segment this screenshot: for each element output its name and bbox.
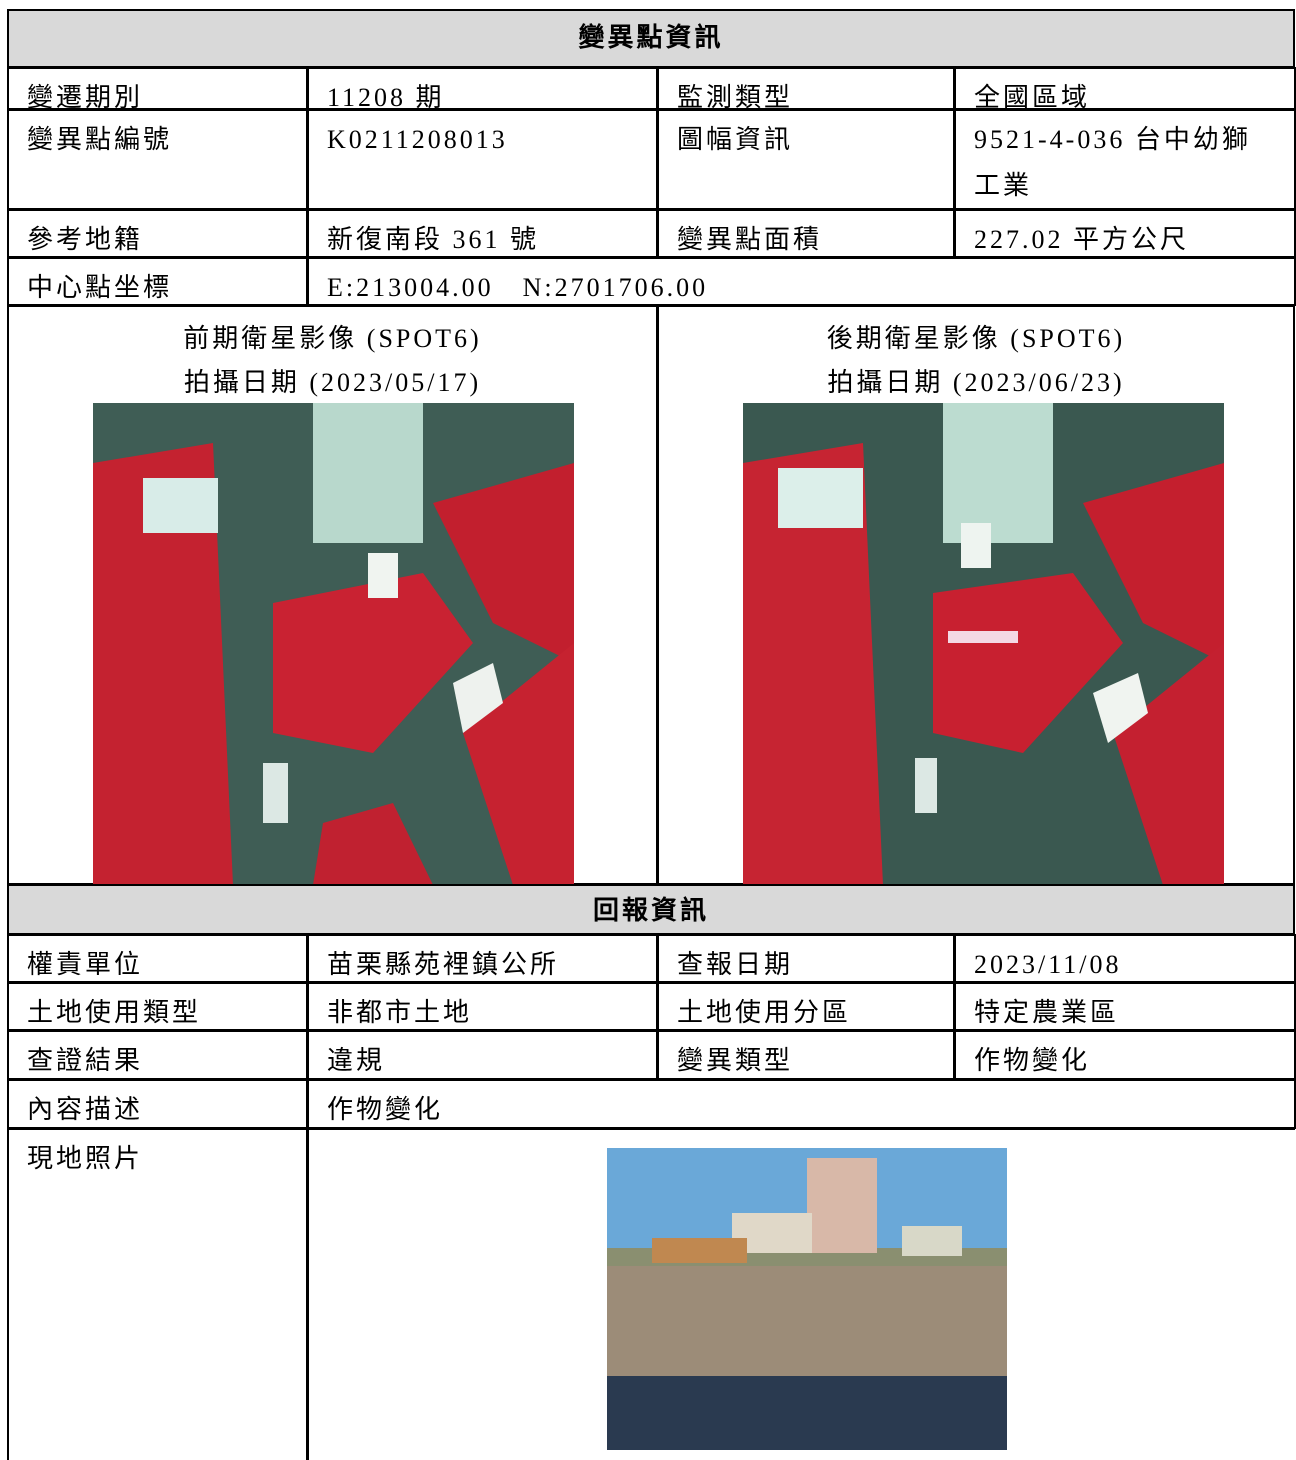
image-date: 拍攝日期 (2023/06/23)	[827, 368, 1125, 397]
site-photo	[607, 1148, 1007, 1450]
image-title: 後期衛星影像 (SPOT6)	[826, 324, 1126, 353]
value-cell: 作物變化	[954, 1030, 1296, 1080]
image-cell: 後期衛星影像 (SPOT6) 拍攝日期 (2023/06/23)	[657, 305, 1295, 885]
value-cell: 2023/11/08	[954, 934, 1296, 983]
label-cell: 內容描述	[7, 1079, 308, 1129]
label-cell: 變異類型	[657, 1030, 955, 1080]
label-cell: 中心點坐標	[7, 257, 308, 306]
value-cell: E:213004.00 N:2701706.00	[307, 257, 1296, 306]
label-cell: 參考地籍	[7, 209, 308, 258]
value-cell: 苗栗縣苑裡鎮公所	[307, 934, 658, 983]
value-cell: 違規	[307, 1030, 658, 1080]
value-cell: 227.02 平方公尺	[954, 209, 1296, 258]
value-cell: 新復南段 361 號	[307, 209, 658, 258]
value-cell: 非都市土地	[307, 982, 658, 1031]
image-date: 拍攝日期 (2023/05/17)	[183, 368, 482, 397]
label-cell: 土地使用類型	[7, 982, 308, 1031]
value-cell: 作物變化	[307, 1079, 1296, 1129]
label-cell: 變遷期別	[7, 67, 308, 112]
value-cell: 特定農業區	[954, 982, 1296, 1031]
label-cell: 變異點面積	[657, 209, 955, 258]
label-cell: 圖幅資訊	[657, 109, 955, 210]
section-header: 變異點資訊	[7, 9, 1295, 68]
label-cell: 變異點編號	[7, 109, 308, 210]
value-cell: 9521-4-036 台中幼獅工業	[954, 109, 1296, 210]
image-title: 前期衛星影像 (SPOT6)	[183, 324, 482, 353]
label-cell: 權責單位	[7, 934, 308, 983]
label-cell: 查報日期	[657, 934, 955, 983]
value-cell: 11208 期	[307, 67, 658, 112]
satellite-image	[93, 403, 574, 885]
satellite-image	[743, 403, 1224, 885]
value-cell: 全國區域	[954, 67, 1296, 112]
label-cell: 現地照片	[7, 1128, 308, 1460]
label-cell: 查證結果	[7, 1030, 308, 1080]
photo-cell	[307, 1128, 1295, 1460]
value-cell: K0211208013	[307, 109, 658, 210]
label-cell: 監測類型	[657, 67, 955, 112]
label-cell: 土地使用分區	[657, 982, 955, 1031]
section-header: 回報資訊	[7, 884, 1295, 935]
